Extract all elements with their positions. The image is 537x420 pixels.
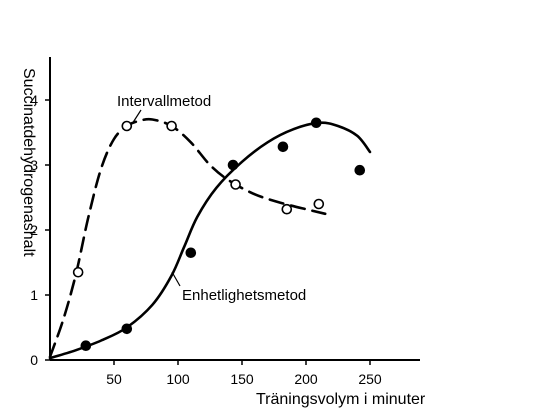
series-label-intervallmetod: Intervallmetod [117, 93, 211, 110]
y-tick-label: 4 [30, 92, 38, 108]
y-tick-label: 1 [30, 287, 38, 303]
series-label-enhetlighetsmetod: Enhetlighetsmetod [182, 287, 306, 304]
data-point-intervallmetod [313, 198, 325, 210]
data-point-intervallmetod [121, 120, 133, 132]
curves [48, 117, 372, 360]
labels: Succinatdehydrogenashalt Träningsvolym i… [20, 68, 426, 408]
series-curve-enhetlighetsmetod [48, 121, 372, 360]
data-point-intervallmetod [281, 203, 293, 215]
series-curve-intervallmetod [48, 117, 327, 359]
data-point-intervallmetod [72, 266, 84, 278]
y-tick-label: 2 [30, 222, 38, 238]
x-tick-label: 200 [294, 371, 318, 387]
data-point-enhetlighetsmetod [277, 141, 289, 153]
data-point-enhetlighetsmetod [227, 159, 239, 171]
data-point-enhetlighetsmetod [310, 117, 322, 129]
x-tick-label: 100 [166, 371, 190, 387]
data-point-enhetlighetsmetod [354, 164, 366, 176]
y-axis-title: Succinatdehydrogenashalt [20, 68, 37, 257]
series-label-leader-intervallmetod [131, 109, 142, 125]
markers [72, 117, 366, 352]
x-tick-label: 50 [106, 371, 122, 387]
y-tick-label: 0 [30, 352, 38, 368]
ticks: 50 100 150 200 250 0 1 2 3 4 [30, 92, 382, 387]
axes [49, 57, 420, 361]
x-tick-label: 250 [358, 371, 382, 387]
data-point-intervallmetod [230, 179, 241, 190]
x-tick-label: 150 [230, 371, 254, 387]
series-label-leader-enhetlighetsmetod [171, 271, 181, 287]
data-point-enhetlighetsmetod [121, 323, 133, 335]
data-point-enhetlighetsmetod [80, 340, 92, 352]
y-tick-label: 3 [30, 157, 38, 173]
x-axis-title: Träningsvolym i minuter [256, 391, 426, 408]
data-point-enhetlighetsmetod [185, 247, 197, 259]
data-point-intervallmetod [166, 120, 177, 132]
